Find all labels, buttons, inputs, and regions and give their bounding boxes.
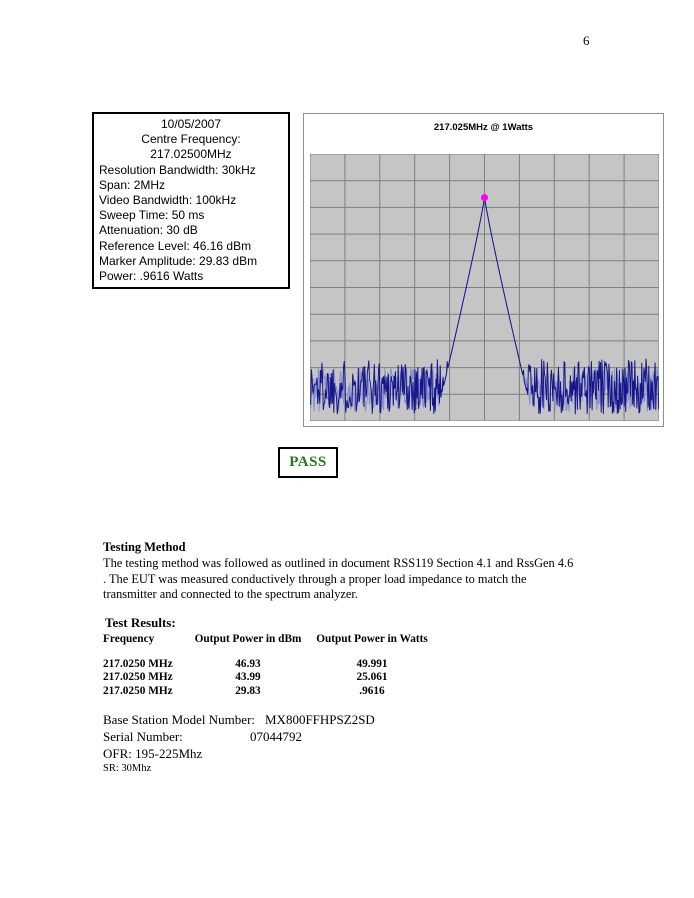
chart-title: 217.025MHz @ 1Watts xyxy=(433,122,534,133)
info-attenuation: Attenuation: 30 dB xyxy=(99,223,198,238)
info-centre-frequency-label: Centre Frequency: xyxy=(141,132,241,147)
info-power: Power: .9616 Watts xyxy=(99,269,204,284)
page-number: 6 xyxy=(583,33,590,48)
table-row: 217.0250 MHz 46.93 49.991 xyxy=(103,658,436,671)
device-info-section: Base Station Model Number: MX800FFHPSZ2SD… xyxy=(103,711,375,776)
model-number-label: Base Station Model Number: xyxy=(103,712,256,727)
table-row: 217.0250 MHz 43.99 25.061 xyxy=(103,671,436,684)
test-results-section: Test Results: Frequency Output Power in … xyxy=(103,615,436,698)
table-spacer-row xyxy=(103,646,436,658)
cell-frequency: 217.0250 MHz xyxy=(103,671,173,684)
model-number-value: MX800FFHPSZ2SD xyxy=(265,712,375,727)
info-span: Span: 2MHz xyxy=(99,177,166,192)
serial-number-line: Serial Number: 07044792 xyxy=(103,728,375,745)
serial-number-value: 07044792 xyxy=(250,729,302,744)
measurement-info-box: 10/05/2007 Centre Frequency: 217.02500MH… xyxy=(92,112,290,289)
cell-frequency: 217.0250 MHz xyxy=(103,658,173,671)
spectrum-chart: 217.025MHz @ 1Watts xyxy=(303,113,664,427)
sr-line: SR: 30Mhz xyxy=(103,763,152,774)
table-row: 217.0250 MHz 29.83 .9616 xyxy=(103,685,436,698)
table-header-row: Frequency Output Power in dBm Output Pow… xyxy=(103,633,436,646)
pass-label: PASS xyxy=(289,454,327,470)
testing-method-section: Testing Method The testing method was fo… xyxy=(103,540,578,603)
info-reference-level: Reference Level: 46.16 dBm xyxy=(99,238,252,253)
cell-frequency: 217.0250 MHz xyxy=(103,684,173,697)
cell-dbm: 43.99 xyxy=(235,671,261,684)
cell-watts: 25.061 xyxy=(356,671,388,684)
column-header-watts: Output Power in Watts xyxy=(316,633,428,645)
ofr-line: OFR: 195-225Mhz xyxy=(103,746,203,761)
model-number-line: Base Station Model Number: MX800FFHPSZ2SD xyxy=(103,711,375,728)
info-date: 10/05/2007 xyxy=(160,117,222,131)
cell-dbm: 46.93 xyxy=(235,658,261,671)
cell-watts: .9616 xyxy=(359,684,385,697)
test-results-heading: Test Results: xyxy=(105,615,176,630)
info-sweep-time: Sweep Time: 50 ms xyxy=(99,208,205,223)
info-marker-amplitude: Marker Amplitude: 29.83 dBm xyxy=(99,253,258,268)
column-header-frequency: Frequency xyxy=(103,633,155,645)
serial-number-label: Serial Number: xyxy=(103,729,183,744)
pass-badge: PASS xyxy=(278,447,338,478)
info-centre-frequency-value: 217.02500MHz xyxy=(150,147,232,162)
column-header-dbm: Output Power in dBm xyxy=(194,633,302,645)
info-resolution-bandwidth: Resolution Bandwidth: 30kHz xyxy=(99,162,256,177)
test-results-table: Frequency Output Power in dBm Output Pow… xyxy=(103,633,436,698)
info-video-bandwidth: Video Bandwidth: 100kHz xyxy=(99,193,237,208)
testing-method-heading: Testing Method xyxy=(103,540,186,554)
cell-watts: 49.991 xyxy=(356,658,388,671)
testing-method-body: The testing method was followed as outli… xyxy=(103,555,574,602)
spectrum-plot-area xyxy=(310,154,659,421)
cell-dbm: 29.83 xyxy=(235,684,261,697)
